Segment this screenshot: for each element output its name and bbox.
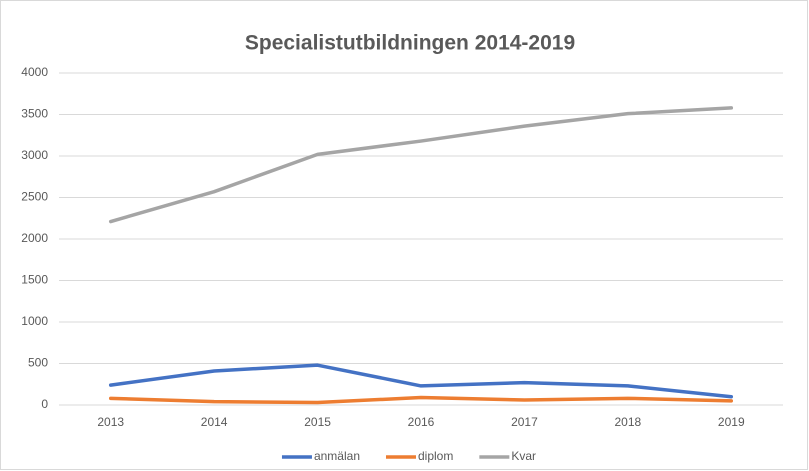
y-tick-label: 1000 <box>21 314 48 328</box>
x-tick-label: 2015 <box>304 415 331 429</box>
series-line <box>108 395 734 405</box>
x-tick-label: 2019 <box>718 415 745 429</box>
x-tick-label: 2018 <box>615 415 642 429</box>
y-tick-label: 500 <box>28 356 48 370</box>
x-tick-label: 2016 <box>408 415 435 429</box>
legend-label: diplom <box>418 449 453 463</box>
y-tick-label: 2500 <box>21 190 48 204</box>
chart-title: Specialistutbildningen 2014-2019 <box>245 32 575 55</box>
series-line <box>108 106 734 224</box>
y-tick-label: 3000 <box>21 148 48 162</box>
x-tick-label: 2017 <box>511 415 538 429</box>
y-tick-label: 1500 <box>21 273 48 287</box>
legend-label: anmälan <box>314 449 360 463</box>
series-line <box>108 363 734 399</box>
y-tick-label: 3500 <box>21 107 48 121</box>
y-tick-label: 2000 <box>21 231 48 245</box>
legend-label: Kvar <box>511 449 536 463</box>
x-tick-label: 2013 <box>97 415 124 429</box>
x-tick-label: 2014 <box>201 415 228 429</box>
legend: anmälan diplom Kvar <box>281 449 536 463</box>
y-tick-label: 0 <box>41 397 48 411</box>
y-tick-label: 4000 <box>21 65 48 79</box>
